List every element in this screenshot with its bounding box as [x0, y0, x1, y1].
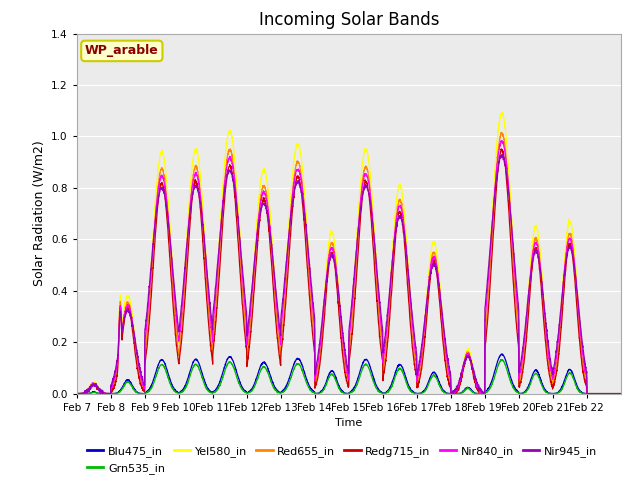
- Nir840_in: [501, 151, 509, 157]
- Grn535_in: [184, 379, 192, 384]
- Blu475_in: [583, 391, 591, 396]
- Line: Redg715_in: Redg715_in: [77, 149, 621, 394]
- Y-axis label: Solar Radiation (W/m2): Solar Radiation (W/m2): [33, 141, 45, 287]
- Grn535_in: [611, 391, 619, 396]
- Nir945_in: [534, 251, 541, 257]
- Title: Incoming Solar Bands: Incoming Solar Bands: [259, 11, 439, 29]
- Nir840_in: [583, 391, 591, 396]
- Nir945_in: [467, 358, 474, 363]
- Nir945_in: [184, 228, 192, 233]
- Line: Nir840_in: Nir840_in: [77, 141, 621, 394]
- Redg715_in: [184, 245, 192, 251]
- Nir945_in: [501, 162, 509, 168]
- Line: Blu475_in: Blu475_in: [77, 354, 621, 394]
- Blu475_in: [467, 386, 474, 392]
- Line: Yel580_in: Yel580_in: [77, 113, 621, 394]
- Redg715_in: [97, 391, 104, 396]
- Red655_in: [583, 391, 591, 396]
- Redg715_in: [497, 146, 505, 152]
- Nir840_in: [467, 356, 474, 362]
- Yel580_in: [534, 228, 541, 234]
- Grn535_in: [497, 357, 505, 362]
- Redg715_in: [467, 358, 474, 364]
- Nir840_in: [419, 342, 426, 348]
- Text: WP_arable: WP_arable: [85, 44, 159, 58]
- Nir945_in: [499, 152, 506, 157]
- Blu475_in: [534, 369, 541, 375]
- Yel580_in: [499, 110, 506, 116]
- Grn535_in: [419, 390, 426, 396]
- Nir945_in: [583, 391, 591, 396]
- Blu475_in: [611, 391, 619, 396]
- Yel580_in: [73, 391, 81, 396]
- Red655_in: [534, 241, 541, 247]
- Yel580_in: [611, 391, 619, 396]
- Grn535_in: [501, 361, 509, 367]
- Nir945_in: [617, 391, 625, 396]
- Grn535_in: [534, 372, 541, 378]
- Redg715_in: [502, 163, 509, 169]
- Yel580_in: [617, 391, 625, 396]
- Blu475_in: [419, 389, 426, 395]
- Nir840_in: [617, 391, 625, 396]
- Grn535_in: [583, 391, 591, 396]
- Grn535_in: [467, 387, 474, 393]
- Line: Nir945_in: Nir945_in: [77, 155, 621, 394]
- Nir840_in: [73, 391, 81, 396]
- Nir840_in: [534, 245, 541, 251]
- Yel580_in: [184, 213, 192, 219]
- Nir840_in: [611, 391, 619, 396]
- Line: Red655_in: Red655_in: [77, 132, 621, 394]
- Blu475_in: [73, 391, 81, 396]
- Red655_in: [467, 354, 474, 360]
- Nir840_in: [184, 228, 192, 233]
- Red655_in: [498, 130, 506, 135]
- X-axis label: Time: Time: [335, 418, 362, 428]
- Line: Grn535_in: Grn535_in: [77, 360, 621, 394]
- Nir945_in: [611, 391, 619, 396]
- Redg715_in: [419, 358, 426, 363]
- Blu475_in: [617, 391, 625, 396]
- Nir840_in: [497, 138, 505, 144]
- Yel580_in: [501, 126, 509, 132]
- Grn535_in: [617, 391, 625, 396]
- Grn535_in: [73, 391, 81, 396]
- Redg715_in: [617, 391, 625, 396]
- Red655_in: [184, 231, 192, 237]
- Redg715_in: [534, 252, 542, 258]
- Redg715_in: [73, 391, 81, 396]
- Yel580_in: [583, 391, 591, 396]
- Red655_in: [617, 391, 625, 396]
- Blu475_in: [184, 374, 192, 380]
- Red655_in: [501, 147, 509, 153]
- Red655_in: [419, 353, 426, 359]
- Redg715_in: [611, 391, 619, 396]
- Legend: Blu475_in, Grn535_in, Yel580_in, Red655_in, Redg715_in, Nir840_in, Nir945_in: Blu475_in, Grn535_in, Yel580_in, Red655_…: [83, 442, 602, 478]
- Yel580_in: [419, 343, 426, 349]
- Nir945_in: [419, 337, 426, 343]
- Nir945_in: [73, 391, 81, 396]
- Blu475_in: [499, 351, 506, 357]
- Red655_in: [73, 391, 81, 396]
- Blu475_in: [501, 356, 509, 362]
- Red655_in: [611, 391, 619, 396]
- Yel580_in: [467, 351, 474, 357]
